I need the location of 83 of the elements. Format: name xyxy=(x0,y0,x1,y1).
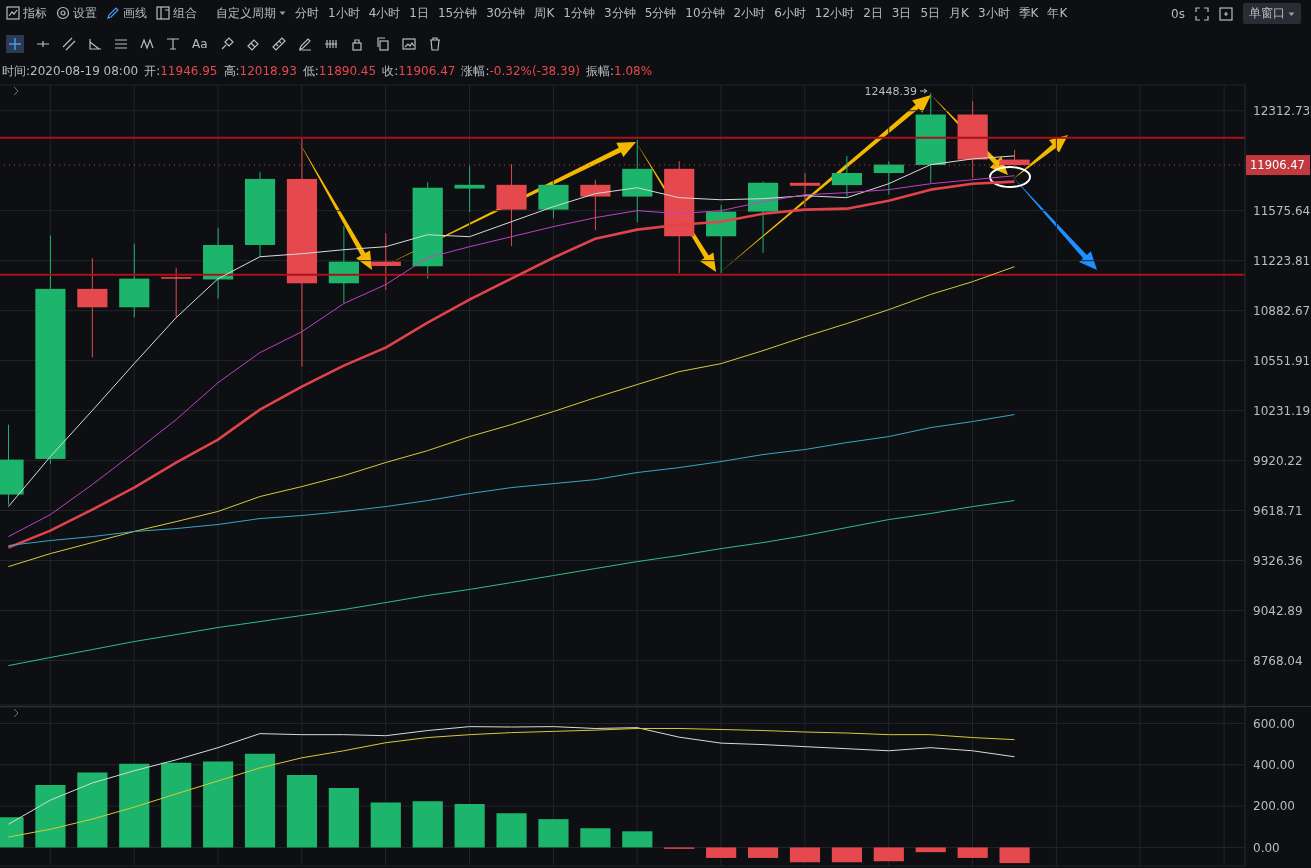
y-tick-label: 9326.36 xyxy=(1253,553,1303,568)
text: 画线 xyxy=(123,4,147,22)
text: 季K xyxy=(1018,4,1039,22)
y-tick-label: 0.00 xyxy=(1253,840,1280,855)
text: 分时 xyxy=(295,4,319,22)
text: 4小时 xyxy=(368,4,401,22)
text: 1日 xyxy=(409,4,429,22)
text: 收:11906.47 xyxy=(382,63,456,80)
bar xyxy=(999,847,1030,864)
bar xyxy=(454,804,485,848)
text: 30分钟 xyxy=(486,4,526,22)
bar xyxy=(957,847,988,858)
bar xyxy=(77,772,108,848)
text: 自定义周期 xyxy=(216,4,276,22)
y-tick-label: 10882.67 xyxy=(1253,303,1311,318)
bar xyxy=(244,753,276,848)
candlestick xyxy=(873,160,904,195)
bar xyxy=(538,819,569,848)
y-tick-label: 8768.04 xyxy=(1253,653,1303,668)
y-tick-label: 400.00 xyxy=(1253,758,1295,773)
text: 3分钟 xyxy=(604,4,636,22)
bar xyxy=(706,847,737,858)
text: 5日 xyxy=(920,4,941,22)
text: 周K xyxy=(534,4,555,22)
y-tick-label: 11575.64 xyxy=(1253,203,1311,218)
bar xyxy=(370,802,401,848)
bar xyxy=(747,847,779,858)
text: 组合 xyxy=(173,4,197,22)
y-tick-label: 11223.81 xyxy=(1253,253,1311,268)
bar xyxy=(831,847,862,863)
bar xyxy=(412,801,443,848)
text: 涨幅:-0.32%(-38.39) xyxy=(461,63,580,80)
y-tick-label: 600.00 xyxy=(1253,716,1295,731)
bar xyxy=(35,785,66,848)
text: 3日 xyxy=(891,4,912,22)
annotation: 12448.39 xyxy=(864,84,918,98)
bar xyxy=(119,763,150,848)
text: 0s xyxy=(1171,6,1185,21)
y-tick-label: 9042.89 xyxy=(1253,603,1303,618)
text: 开:11946.95 xyxy=(144,63,218,80)
text: 低:11890.45 xyxy=(302,63,377,80)
text: Aa xyxy=(192,37,208,51)
bar xyxy=(873,847,904,862)
text: 12小时 xyxy=(814,4,855,22)
bar xyxy=(789,847,821,863)
text: 5分钟 xyxy=(644,4,677,22)
text: 高:12018.93 xyxy=(223,63,297,80)
bar xyxy=(203,761,234,848)
text: 1小时 xyxy=(328,4,360,22)
bar xyxy=(328,787,359,848)
bar xyxy=(915,847,946,853)
text: 15分钟 xyxy=(437,4,478,22)
text: 单窗口 xyxy=(1243,3,1301,24)
bar xyxy=(622,831,653,848)
y-tick-label: 9618.71 xyxy=(1253,503,1303,518)
ref-line-label: 11906.47 xyxy=(1250,158,1305,173)
text: 月K xyxy=(949,4,969,22)
text: 6小时 xyxy=(774,4,806,22)
text: 2小时 xyxy=(733,4,766,22)
text: 2日 xyxy=(863,4,883,22)
y-tick-label: 200.00 xyxy=(1253,799,1295,814)
line-series xyxy=(7,266,1015,568)
text: 1分钟 xyxy=(563,4,595,22)
candlestick xyxy=(454,165,485,213)
text: 3小时 xyxy=(977,4,1010,22)
y-tick-label: 10551.91 xyxy=(1253,353,1311,368)
text: 时间:2020-08-19 08:00 xyxy=(2,63,139,80)
candlestick xyxy=(370,232,401,291)
y-tick-label: 10231.19 xyxy=(1253,403,1311,418)
bar xyxy=(580,828,611,848)
bar xyxy=(496,813,527,848)
line-series xyxy=(7,414,1015,547)
bar xyxy=(161,762,192,848)
line-series xyxy=(7,500,1015,667)
text: 振幅:1.08% xyxy=(585,63,653,80)
text: 指标 xyxy=(23,4,47,22)
text: 年K xyxy=(1047,4,1068,22)
y-tick-label: 12312.73 xyxy=(1253,103,1311,118)
y-tick-label: 9920.22 xyxy=(1253,453,1303,468)
text: 10分钟 xyxy=(685,4,725,22)
bar xyxy=(286,774,318,848)
text: 设置 xyxy=(73,4,97,22)
candlestick xyxy=(161,267,192,318)
